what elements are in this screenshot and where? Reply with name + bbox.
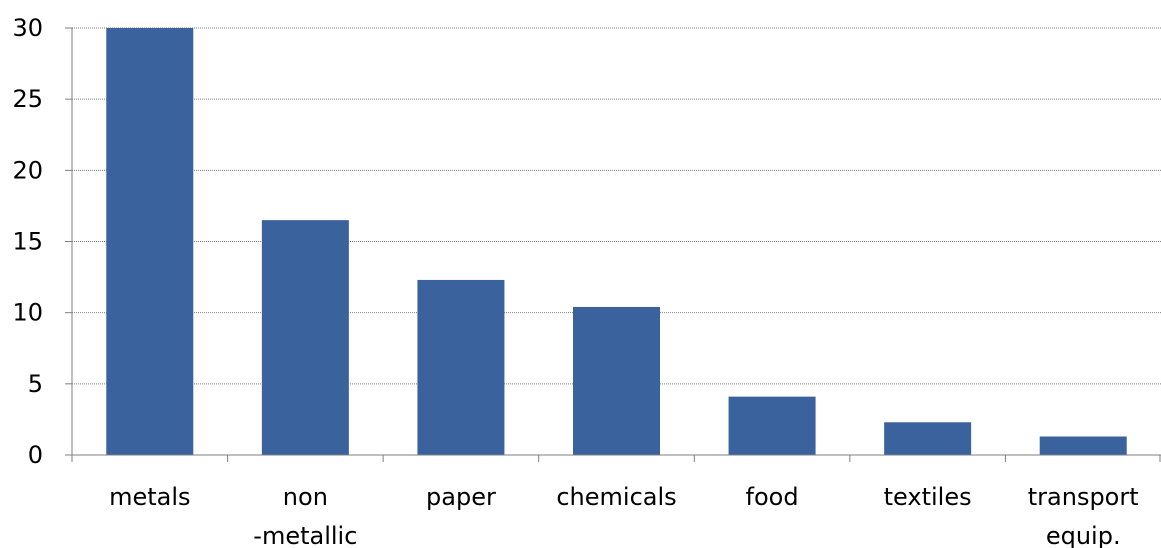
x-tick-label: transport equip. bbox=[1028, 483, 1139, 548]
bar-paper bbox=[417, 279, 505, 455]
bar-transport-equip- bbox=[1039, 436, 1127, 455]
x-tick-label: chemicals bbox=[556, 483, 676, 511]
x-tick-label: food bbox=[746, 483, 799, 511]
x-tick-label: non -metallic bbox=[253, 483, 357, 548]
bar-metals bbox=[106, 28, 194, 455]
y-tick-label: 10 bbox=[12, 299, 43, 327]
x-tick-label: paper bbox=[426, 483, 496, 511]
bar-textiles bbox=[884, 422, 972, 455]
x-tick-label: metals bbox=[109, 483, 190, 511]
x-tick-label: textiles bbox=[884, 483, 972, 511]
y-tick-label: 15 bbox=[12, 228, 43, 256]
y-tick-label: 20 bbox=[12, 156, 43, 184]
bar-food bbox=[728, 396, 816, 455]
bar-chemicals bbox=[573, 306, 660, 455]
y-tick-label: 0 bbox=[28, 441, 43, 469]
axes bbox=[65, 27, 1161, 462]
y-tick-label: 25 bbox=[12, 85, 43, 113]
labels: 0 5 10 15 20 25 30 metals non -metallic paper chemi… bbox=[12, 14, 1138, 548]
bars bbox=[106, 28, 1127, 455]
y-tick-label: 5 bbox=[28, 370, 43, 398]
bar-non-metallic bbox=[261, 220, 349, 455]
y-tick-label: 30 bbox=[12, 14, 43, 42]
